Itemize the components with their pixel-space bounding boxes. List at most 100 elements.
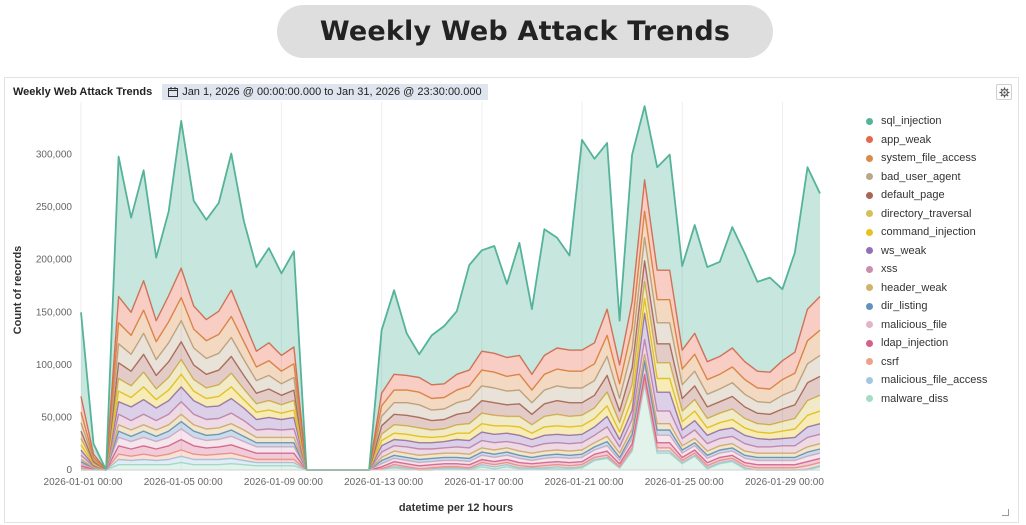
line-malware-diss xyxy=(81,384,821,471)
legend-label: directory_traversal xyxy=(881,207,972,220)
line-default-page xyxy=(80,260,821,471)
legend-label: bad_user_agent xyxy=(881,170,961,183)
line-app-weak xyxy=(80,179,821,471)
legend-swatch xyxy=(866,358,873,366)
legend-swatch xyxy=(866,321,873,329)
x-axis-title: datetime per 12 hours xyxy=(399,502,513,514)
legend-item-directory-traversal[interactable]: directory_traversal xyxy=(866,205,987,224)
area-header-weak[interactable] xyxy=(81,354,820,470)
y-tick-label: 300,000 xyxy=(36,150,73,161)
y-tick-label: 250,000 xyxy=(36,202,73,213)
area-command-injection[interactable] xyxy=(81,298,820,470)
legend-item-dir-listing[interactable]: dir_listing xyxy=(866,297,987,316)
area-malicious-file[interactable] xyxy=(81,365,820,470)
area-malicious-file-access[interactable] xyxy=(81,382,820,470)
x-tick-label: 2026-01-05 00:00 xyxy=(144,477,223,488)
line-directory-traversal xyxy=(80,281,821,471)
legend-swatch xyxy=(866,284,873,292)
legend-item-system-file-access[interactable]: system_file_access xyxy=(866,149,987,168)
y-tick-label: 50,000 xyxy=(41,412,72,423)
legend-swatch xyxy=(866,191,873,199)
legend-swatch xyxy=(866,228,873,236)
legend-swatch xyxy=(866,154,873,162)
legend-swatch xyxy=(866,339,873,347)
line-header-weak xyxy=(80,353,821,471)
legend-swatch xyxy=(866,136,873,144)
chart-areas xyxy=(80,105,821,471)
line-xss xyxy=(80,338,821,471)
legend-item-app-weak[interactable]: app_weak xyxy=(866,131,987,150)
y-axis-title: Count of records xyxy=(12,246,24,335)
resize-handle-icon[interactable] xyxy=(1002,509,1009,516)
legend-label: system_file_access xyxy=(881,152,977,165)
legend-item-sql-injection[interactable]: sql_injection xyxy=(866,112,987,131)
legend-swatch xyxy=(866,173,873,181)
line-bad-user-agent xyxy=(80,236,821,471)
legend-item-xss[interactable]: xss xyxy=(866,260,987,279)
y-tick-label: 0 xyxy=(66,465,72,476)
legend-label: malicious_file_access xyxy=(881,374,988,387)
line-csrf xyxy=(80,378,821,471)
legend-item-malware-diss[interactable]: malware_diss xyxy=(866,390,987,409)
y-tick-label: 150,000 xyxy=(36,307,73,318)
legend-item-malicious-file[interactable]: malicious_file xyxy=(866,316,987,335)
line-sql-injection xyxy=(80,105,821,471)
legend-label: default_page xyxy=(881,189,945,202)
x-tick-label: 2026-01-09 00:00 xyxy=(244,477,323,488)
legend-swatch xyxy=(866,265,873,273)
y-tick-label: 100,000 xyxy=(36,360,73,371)
time-range-badge[interactable]: Jan 1, 2026 @ 00:00:00.000 to Jan 31, 20… xyxy=(162,84,488,100)
legend-label: csrf xyxy=(881,355,899,368)
page-title: Weekly Web Attack Trends xyxy=(319,16,731,47)
legend-label: header_weak xyxy=(881,281,948,294)
line-dir-listing xyxy=(80,360,821,471)
gear-glyph-icon xyxy=(998,86,1010,98)
x-tick-label: 2026-01-25 00:00 xyxy=(645,477,724,488)
panel-header: Weekly Web Attack Trends Jan 1, 2026 @ 0… xyxy=(13,83,488,101)
line-malicious-file-access xyxy=(80,382,821,471)
chart-axes: 2026-01-01 00:00 2026-01-05 00:00 2026-01-… xyxy=(36,150,824,488)
legend-swatch xyxy=(866,395,873,403)
legend-swatch xyxy=(866,117,873,125)
legend-swatch xyxy=(866,376,873,384)
time-range-text: Jan 1, 2026 @ 00:00:00.000 to Jan 31, 20… xyxy=(182,86,482,98)
x-tick-label: 2026-01-21 00:00 xyxy=(545,477,624,488)
legend-label: command_injection xyxy=(881,226,976,239)
legend-swatch xyxy=(866,210,873,218)
legend-label: ws_weak xyxy=(881,244,927,257)
area-default-page[interactable] xyxy=(81,260,820,470)
legend-item-header-weak[interactable]: header_weak xyxy=(866,279,987,298)
legend-label: ldap_injection xyxy=(881,337,949,350)
legend-item-default-page[interactable]: default_page xyxy=(866,186,987,205)
calendar-icon xyxy=(168,87,179,97)
area-sql-injection[interactable] xyxy=(81,106,820,470)
line-system-file-access xyxy=(80,210,821,471)
line-ws-weak xyxy=(80,312,821,471)
x-tick-label: 2026-01-17 00:00 xyxy=(444,477,523,488)
x-tick-label: 2026-01-01 00:00 xyxy=(44,477,123,488)
area-xss[interactable] xyxy=(81,339,820,470)
legend-label: app_weak xyxy=(881,133,932,146)
gear-icon[interactable] xyxy=(996,84,1012,100)
legend-label: malware_diss xyxy=(881,392,949,405)
area-system-file-access[interactable] xyxy=(81,211,820,471)
y-tick-label: 200,000 xyxy=(36,255,73,266)
legend-item-ws-weak[interactable]: ws_weak xyxy=(866,242,987,261)
legend-item-ldap-injection[interactable]: ldap_injection xyxy=(866,334,987,353)
legend-item-bad-user-agent[interactable]: bad_user_agent xyxy=(866,168,987,187)
x-tick-label: 2026-01-29 00:00 xyxy=(745,477,824,488)
x-tick-label: 2026-01-13 00:00 xyxy=(344,477,423,488)
legend-label: malicious_file xyxy=(881,318,948,331)
legend-swatch xyxy=(866,247,873,255)
legend-item-malicious-file-access[interactable]: malicious_file_access xyxy=(866,371,987,390)
line-malicious-file xyxy=(80,365,821,471)
area-bad-user-agent[interactable] xyxy=(81,237,820,470)
area-malware-diss[interactable] xyxy=(81,384,820,470)
legend-swatch xyxy=(866,302,873,310)
legend-label: dir_listing xyxy=(881,300,928,313)
legend-label: xss xyxy=(881,263,898,276)
legend-item-command-injection[interactable]: command_injection xyxy=(866,223,987,242)
legend-item-csrf[interactable]: csrf xyxy=(866,353,987,372)
